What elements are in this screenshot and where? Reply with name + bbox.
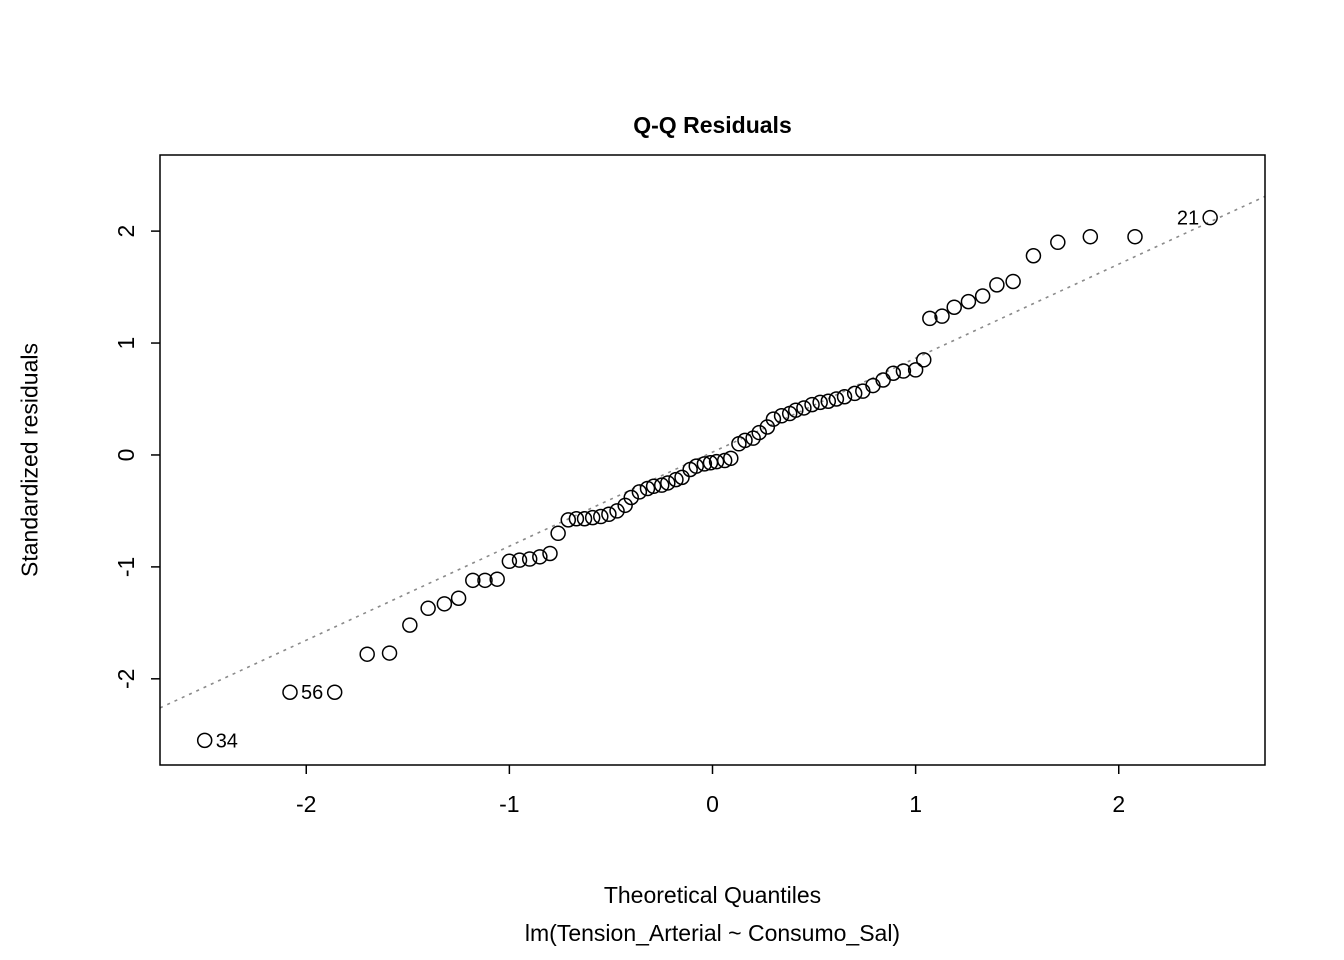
data-point (688, 458, 704, 474)
data-point (532, 549, 548, 565)
data-point (601, 506, 617, 523)
point-label: 56 (301, 682, 323, 704)
data-point (420, 600, 436, 617)
data-point (804, 396, 820, 413)
data-point (759, 419, 776, 435)
x-tick-label: 1 (909, 791, 922, 817)
data-point (934, 308, 950, 324)
data-point (946, 299, 962, 315)
plot-border (159, 154, 1266, 766)
point-label: 21 (1177, 208, 1199, 230)
point-label: 34 (216, 730, 238, 752)
data-point (465, 572, 481, 589)
data-point (617, 497, 633, 514)
data-point (501, 553, 518, 570)
data-point (550, 525, 566, 542)
data-point (1005, 273, 1021, 290)
data-point (576, 511, 593, 527)
data-point (745, 430, 761, 446)
data-point (1050, 234, 1066, 251)
data-point (765, 411, 782, 427)
data-point (359, 646, 375, 662)
data-point (489, 571, 505, 587)
y-tick-label: -2 (113, 669, 139, 689)
data-point (989, 277, 1005, 293)
data-point (907, 362, 924, 378)
data-point (846, 385, 863, 402)
data-point (696, 456, 713, 472)
data-point (737, 432, 753, 449)
data-point (788, 402, 804, 418)
data-point (584, 509, 601, 526)
data-point (477, 572, 493, 589)
data-point (645, 478, 662, 495)
x-tick-label: 2 (1112, 791, 1125, 817)
data-point (568, 511, 585, 527)
data-point (1127, 228, 1143, 245)
data-point (1025, 247, 1042, 264)
data-point (674, 469, 690, 486)
data-point (723, 450, 739, 467)
data-point (282, 684, 298, 700)
data-point (812, 394, 828, 411)
data-point (631, 484, 648, 500)
data-point (751, 424, 767, 441)
data-point (326, 684, 343, 700)
data-point (560, 512, 577, 528)
chart-title: Q-Q Residuals (633, 112, 792, 138)
data-point (916, 352, 932, 368)
x-tick-label: 0 (706, 791, 719, 817)
data-point (196, 732, 213, 749)
y-tick-label: -1 (113, 557, 139, 577)
data-point (885, 365, 902, 382)
data-point (381, 645, 398, 661)
data-point (511, 552, 528, 568)
qq-reference-line (159, 195, 1266, 709)
x-axis-label: Theoretical Quantiles (603, 882, 822, 908)
data-point (521, 551, 538, 567)
data-point (542, 545, 558, 562)
data-point (623, 489, 639, 506)
x-tick-label: -1 (499, 791, 519, 817)
y-tick-label: 2 (113, 225, 139, 238)
data-point (450, 590, 467, 606)
y-tick-label: 1 (113, 337, 139, 350)
data-point (773, 408, 790, 424)
data-point (836, 389, 853, 405)
data-point (960, 293, 977, 310)
data-point (828, 391, 845, 407)
data-point (1202, 209, 1218, 226)
data-point (609, 503, 625, 519)
data-point (974, 288, 991, 304)
data-point (708, 453, 725, 470)
data-point (820, 393, 837, 409)
data-point (593, 508, 609, 525)
model-formula-label: lm(Tension_Arterial ~ Consumo_Sal) (524, 920, 901, 946)
data-point (1082, 228, 1099, 245)
data-point (402, 617, 418, 633)
data-point (660, 475, 676, 491)
y-tick-label: 0 (113, 449, 139, 462)
data-point (895, 363, 912, 379)
data-point (922, 310, 938, 327)
data-point (436, 596, 453, 612)
data-point (796, 400, 812, 416)
x-tick-label: -2 (296, 791, 316, 817)
